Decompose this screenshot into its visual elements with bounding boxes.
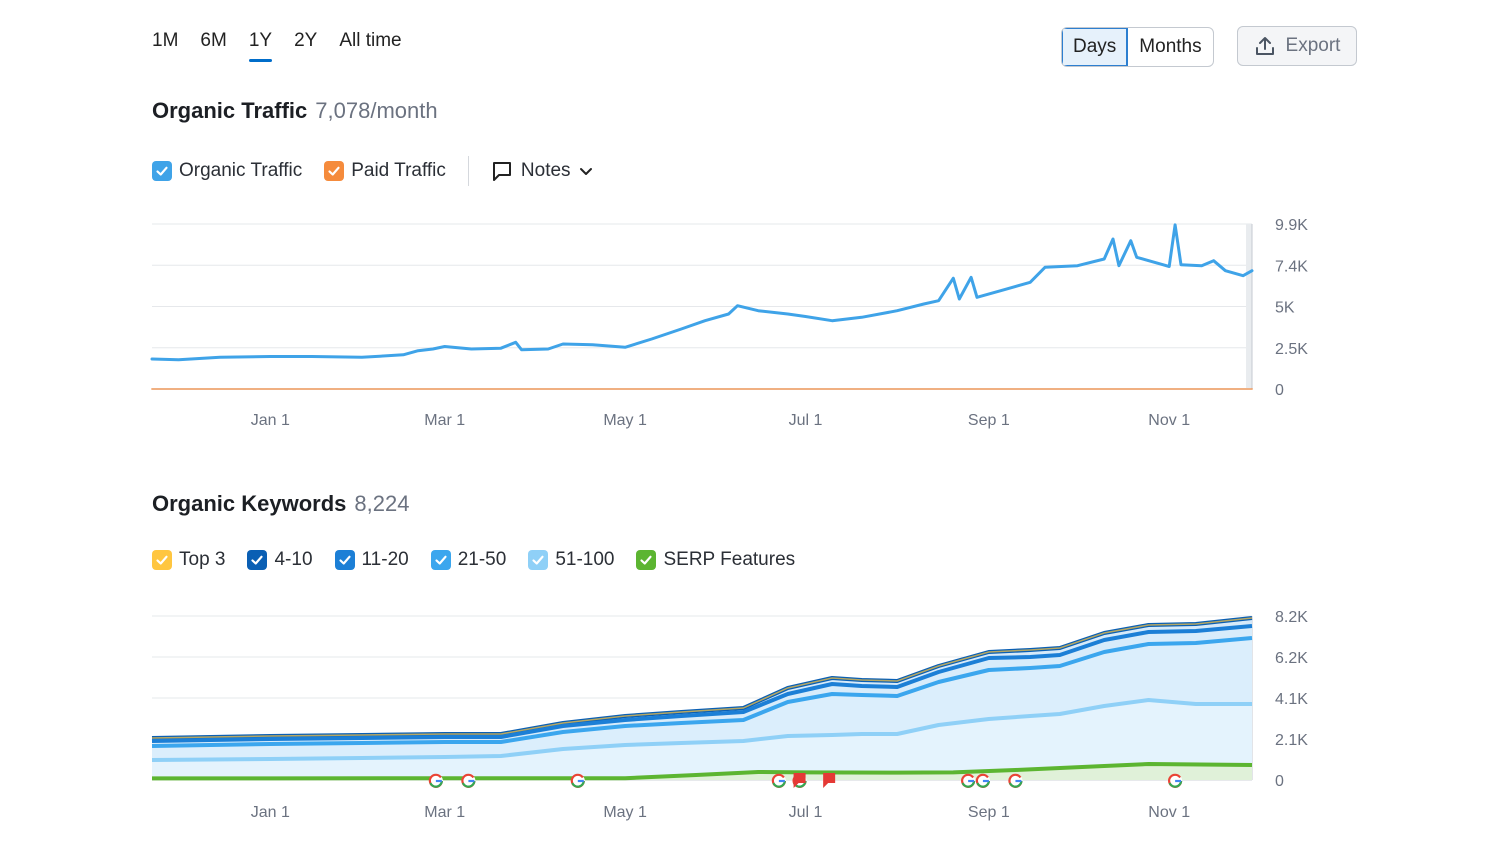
legend-label: 4-10 [274,549,313,570]
legend-11-20[interactable]: 11-20 [334,549,409,571]
y-tick-label: 2.5K [1275,341,1308,358]
checkbox-icon [528,550,549,570]
legend-label: SERP Features [663,549,796,570]
notes-label: Notes [520,160,571,181]
legend-label: Paid Traffic [351,160,446,181]
x-tick-label: Jan 1 [251,804,290,821]
range-tab-2y[interactable]: 2Y [294,30,318,51]
traffic-value: 7,078/month [315,98,438,123]
upload-icon [1255,37,1274,55]
granularity-toggle: Days Months [1061,27,1214,67]
legend-51-100[interactable]: 51-100 [528,549,614,571]
legend-label: 21-50 [457,549,507,570]
x-tick-label: Nov 1 [1148,804,1190,821]
comment-icon [492,162,511,181]
keywords-value: 8,224 [354,491,410,516]
x-tick-label: Mar 1 [424,804,465,821]
months-button[interactable]: Months [1139,36,1202,57]
x-tick-label: May 1 [603,412,647,429]
chevron-down-icon [579,168,592,175]
series-serp-features [152,762,1253,781]
x-tick-label: Nov 1 [1148,412,1190,429]
days-button[interactable]: Days [1062,28,1129,66]
y-tick-label: 4.1K [1275,691,1308,708]
checkbox-icon [324,161,345,181]
legend-4-10[interactable]: 4-10 [247,549,313,571]
range-tab-6m[interactable]: 6M [200,30,227,51]
google-update-icon[interactable] [1168,773,1183,788]
legend-label: 11-20 [361,549,409,570]
legend-divider [467,156,469,186]
checkbox-icon [152,550,172,570]
keywords-title: Organic Keywords [152,491,347,516]
x-tick-label: Jul 1 [789,804,823,821]
x-tick-label: Sep 1 [968,412,1010,429]
area-serp-features [152,764,1252,780]
export-label: Export [1285,35,1341,56]
organic-traffic-chart: 9.9K 7.4K 5K 2.5K 0 Jan 1 Mar 1 May 1 Jul 1 Sep 1… [150,217,1308,429]
organic-keywords-chart: 8.2K 6.2K 4.1K 2.1K 0 Jan 1 Mar 1 May 1 Jul 1 Sep… [151,609,1308,821]
google-update-icon[interactable] [975,773,991,788]
legend-organic-traffic[interactable]: Organic Traffic [152,160,302,182]
legend-label: 51-100 [555,549,615,570]
x-tick-label: Mar 1 [424,412,465,429]
traffic-legend: Organic Traffic Paid Traffic Notes [152,156,593,186]
series-51-100 [151,698,1252,762]
area-51-100 [152,700,1252,780]
checkbox-icon [334,550,355,570]
series-organic-traffic [150,223,1254,362]
legend-label: Top 3 [179,549,226,570]
range-tab-1y[interactable]: 1Y [248,30,273,62]
notes-dropdown[interactable]: Notes [491,160,593,182]
series-21-50 [151,636,1253,748]
google-update-icon[interactable] [1008,773,1023,788]
x-tick-label: Jan 1 [251,412,290,429]
traffic-title: Organic Traffic [152,98,308,123]
google-update-icon[interactable] [428,773,443,788]
range-tab-all-time[interactable]: All time [339,30,402,51]
y-tick-label: 0 [1275,382,1284,399]
flag-icon[interactable] [793,773,806,788]
y-tick-label: 8.2K [1275,609,1308,626]
x-tick-label: Jul 1 [789,412,823,429]
google-update-icon[interactable] [961,773,976,788]
export-button[interactable]: Export [1237,26,1357,66]
range-tabs: 1M 6M 1Y 2Y All time [152,30,402,62]
y-tick-label: 7.4K [1275,258,1308,275]
checkbox-icon [430,550,451,570]
keywords-legend: Top 3 4-10 11-20 21-50 51-100 SERP Features [152,549,817,571]
y-tick-label: 5K [1275,300,1295,317]
traffic-heading: Organic Traffic 7,078/month [152,98,438,124]
checkbox-icon [152,161,172,181]
y-tick-label: 0 [1275,773,1284,790]
hover-band [1246,224,1252,389]
y-tick-label: 6.2K [1275,650,1308,667]
google-update-icon[interactable] [771,773,786,788]
keywords-heading: Organic Keywords 8,224 [152,491,409,517]
checkbox-icon [247,550,268,570]
range-tab-1m[interactable]: 1M [152,30,179,51]
legend-21-50[interactable]: 21-50 [430,549,507,571]
legend-serp-features[interactable]: SERP Features [636,549,795,571]
flag-icon[interactable] [823,773,836,788]
series-11-20 [151,624,1253,743]
checkbox-icon [636,550,657,570]
x-tick-label: May 1 [603,804,647,821]
y-tick-label: 2.1K [1275,732,1308,749]
google-update-icon[interactable] [461,773,476,788]
legend-label: Organic Traffic [179,160,303,181]
series-top-3 [151,617,1253,739]
x-tick-label: Sep 1 [968,804,1010,821]
legend-paid-traffic[interactable]: Paid Traffic [324,160,446,182]
y-tick-label: 9.9K [1275,217,1308,234]
google-update-icon[interactable] [570,773,585,788]
legend-top-3[interactable]: Top 3 [152,549,225,571]
